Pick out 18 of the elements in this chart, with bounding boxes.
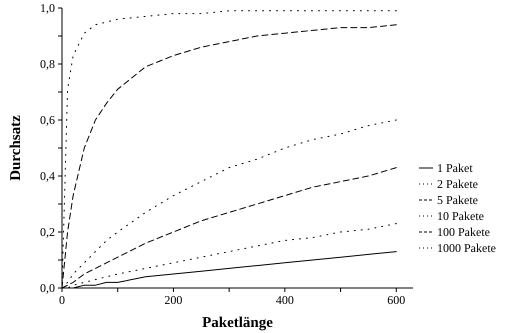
y-tick-label: 0,0 (40, 281, 55, 296)
y-tick-label: 0,4 (40, 169, 55, 184)
legend-label: 2 Pakete (437, 177, 478, 192)
legend-label: 1000 Pakete (437, 241, 496, 256)
x-tick-label: 0 (59, 293, 65, 307)
legend-label: 5 Pakete (437, 193, 478, 208)
x-tick-label: 200 (164, 293, 182, 307)
y-axis-title: Durchsatz (8, 114, 24, 181)
y-tick-label: 0,8 (40, 57, 55, 72)
legend-label: 10 Pakete (437, 209, 484, 224)
y-tick-label: 0,6 (40, 113, 55, 128)
x-tick-label: 600 (387, 293, 406, 307)
legend-label: 100 Pakete (437, 225, 490, 240)
y-tick-label: 0,2 (40, 225, 55, 240)
x-axis-title: Paketlänge (202, 315, 274, 331)
legend-label: 1 Paket (437, 161, 474, 176)
y-tick-label: 1,0 (40, 1, 55, 16)
x-tick-label: 400 (276, 293, 294, 307)
